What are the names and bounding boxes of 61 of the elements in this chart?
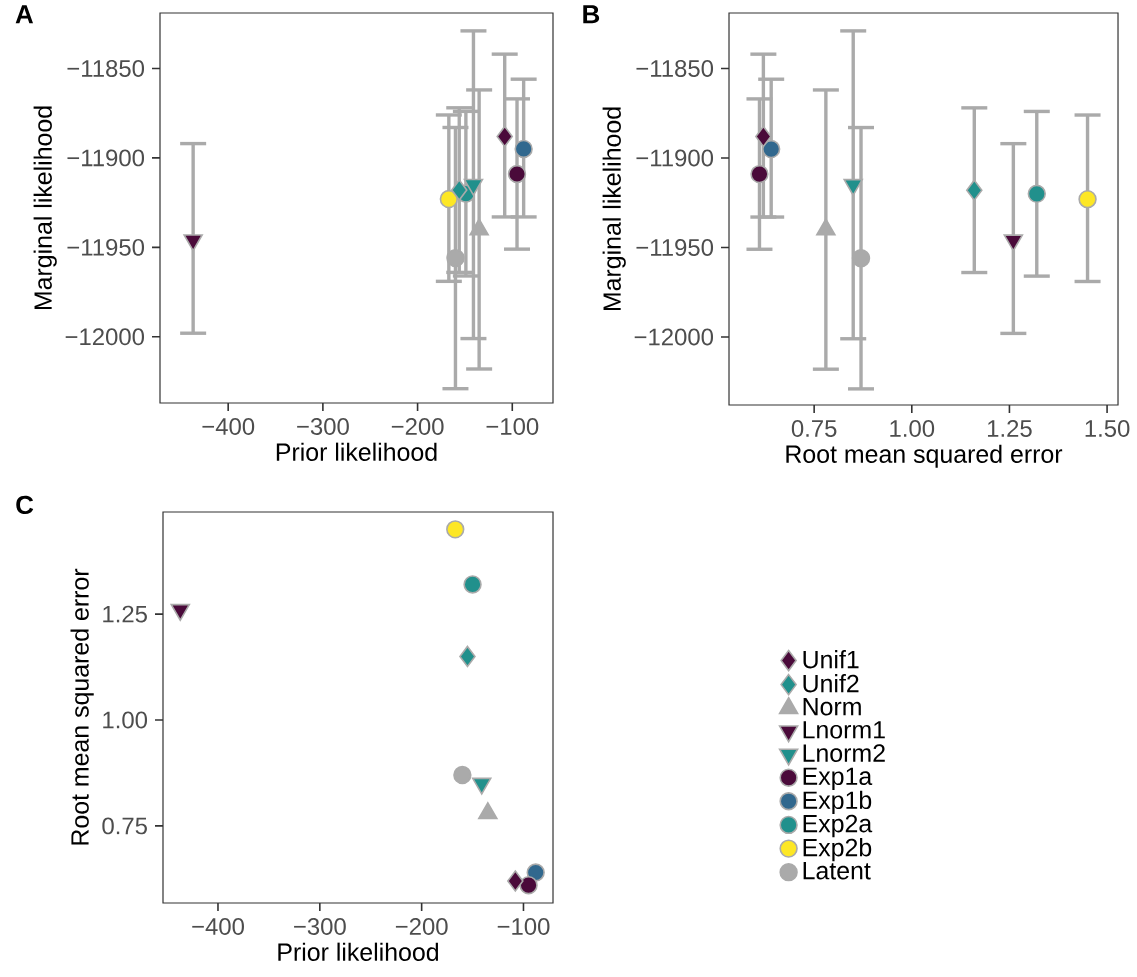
x-tick-label: 1.50 xyxy=(1085,420,1130,437)
y-tick-label: −11850 xyxy=(67,59,145,77)
point xyxy=(750,164,769,184)
y-tick-label: 1.00 xyxy=(103,711,148,729)
x-tick-label: 1.00 xyxy=(890,420,935,437)
x-tick-label: −200 xyxy=(391,418,444,435)
point xyxy=(514,139,533,159)
legend-label: Unif1 xyxy=(803,650,859,669)
x-tick-label: −100 xyxy=(497,918,550,935)
y-tick-label: 0.75 xyxy=(102,817,147,835)
point xyxy=(755,125,772,148)
point xyxy=(519,876,538,895)
point xyxy=(507,164,527,184)
legend-label: Exp1a xyxy=(803,767,873,790)
y-tick-label: −11950 xyxy=(67,238,145,256)
x-tick-label: −300 xyxy=(294,918,346,935)
point xyxy=(446,520,465,539)
x-tick-label: −200 xyxy=(395,918,448,935)
legend-label: Exp2a xyxy=(803,814,873,838)
y-tick-label: 1.25 xyxy=(103,605,147,623)
y-tick-label: −11850 xyxy=(636,60,714,77)
y-tick-label: −11950 xyxy=(636,239,714,256)
y-axis-title: Marginal likelihood xyxy=(33,106,57,310)
point xyxy=(1027,184,1046,203)
x-tick-label: 0.75 xyxy=(791,420,837,437)
legend-label: Norm xyxy=(803,698,861,716)
legend-label: Lnorm1 xyxy=(803,721,885,739)
x-axis-title: Prior likelihood xyxy=(276,442,437,461)
x-axis-title: Root mean squared error xyxy=(786,444,1063,468)
x-tick-label: −300 xyxy=(297,418,349,435)
legend-label: Unif2 xyxy=(803,674,859,693)
point xyxy=(507,870,524,892)
point xyxy=(965,179,983,201)
y-tick-label: −12000 xyxy=(65,328,145,346)
point xyxy=(459,645,476,668)
y-axis-title: Root mean squared error xyxy=(70,568,94,845)
point xyxy=(463,575,482,594)
point xyxy=(761,139,781,159)
x-tick-label: −400 xyxy=(192,918,244,935)
x-axis-title: Prior likelihood xyxy=(278,942,439,961)
y-tick-label: −11900 xyxy=(636,149,714,167)
legend-label: Latent xyxy=(803,862,871,880)
legend-label: Exp1b xyxy=(803,790,872,814)
chart-title: C xyxy=(16,495,34,515)
chart-title: B xyxy=(583,5,600,24)
legend-label: Exp2b xyxy=(803,838,872,862)
x-tick-label: −400 xyxy=(202,418,255,435)
point xyxy=(446,248,465,268)
x-tick-label: −100 xyxy=(486,418,539,435)
point xyxy=(453,765,472,785)
y-tick-label: −12000 xyxy=(634,328,714,346)
point xyxy=(450,179,468,201)
point xyxy=(496,125,513,148)
y-axis-title: Marginal likelihood xyxy=(602,107,626,311)
x-tick-label: 1.25 xyxy=(987,420,1032,437)
legend-label: Lnorm2 xyxy=(803,744,885,762)
y-tick-label: −11900 xyxy=(67,149,145,167)
chart-title: A xyxy=(15,5,34,24)
point xyxy=(439,189,459,209)
point xyxy=(851,249,871,268)
point xyxy=(1078,189,1097,209)
